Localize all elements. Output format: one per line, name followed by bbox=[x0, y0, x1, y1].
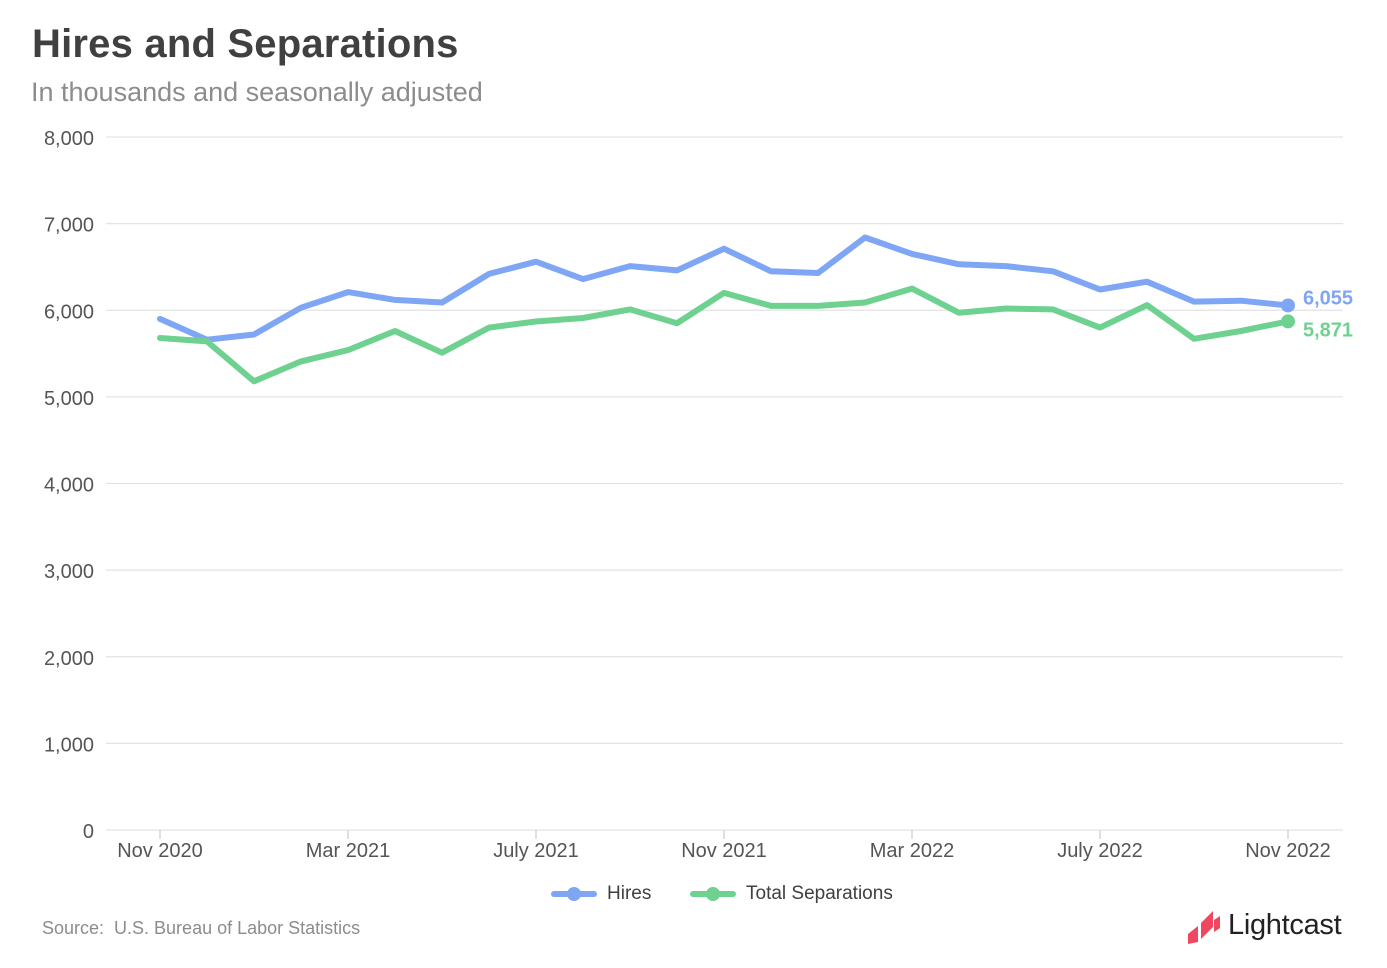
end-label-total-separations: 5,871 bbox=[1303, 319, 1353, 341]
x-tick-label: July 2022 bbox=[1057, 840, 1143, 862]
series-line-total-separations bbox=[157, 285, 1291, 385]
legend-swatch-hires bbox=[551, 880, 597, 908]
y-tick-label: 2,000 bbox=[44, 648, 94, 670]
x-tick-label: July 2021 bbox=[493, 840, 579, 862]
end-label-hires: 6,055 bbox=[1303, 287, 1353, 309]
y-tick-label: 7,000 bbox=[44, 215, 94, 237]
brand-name: Lightcast bbox=[1228, 908, 1342, 941]
y-axis: 0 1,000 2,000 3,000 4,000 5,000 6,000 7,000 8,00… bbox=[44, 128, 94, 843]
source-note: Source: U.S. Bureau of Labor Statistics bbox=[42, 918, 361, 938]
y-tick-label: 8,000 bbox=[44, 128, 94, 150]
x-tick-label: Nov 2020 bbox=[117, 840, 203, 862]
end-point-total-separations[interactable] bbox=[1281, 314, 1295, 329]
y-tick-label: 1,000 bbox=[44, 734, 94, 756]
y-tick-label: 0 bbox=[83, 821, 94, 843]
legend-label-hires: Hires bbox=[607, 883, 652, 904]
chart-subtitle: In thousands and seasonally adjusted bbox=[31, 77, 483, 107]
series-line-hires bbox=[157, 234, 1291, 343]
end-labels: 6,055 5,871 bbox=[1303, 287, 1353, 341]
lightcast-mark-icon bbox=[1188, 911, 1220, 944]
y-tick-label: 3,000 bbox=[44, 561, 94, 583]
legend-swatch-total-separations bbox=[690, 880, 736, 908]
legend-item-total-separations[interactable]: Total Separations bbox=[690, 880, 893, 908]
gridlines bbox=[106, 136, 1343, 831]
x-axis: Nov 2020 Mar 2021 July 2021 Nov 2021 Mar 202… bbox=[117, 830, 1331, 862]
chart-title: Hires and Separations bbox=[32, 22, 459, 66]
legend-label-total-separations: Total Separations bbox=[746, 883, 893, 904]
legend-item-hires[interactable]: Hires bbox=[551, 880, 651, 908]
x-tick-label: Nov 2022 bbox=[1245, 840, 1331, 862]
end-point-hires[interactable] bbox=[1281, 298, 1295, 313]
y-tick-label: 5,000 bbox=[44, 388, 94, 410]
x-tick-label: Nov 2021 bbox=[681, 840, 767, 862]
y-tick-label: 6,000 bbox=[44, 301, 94, 323]
x-tick-label: Mar 2021 bbox=[306, 840, 391, 862]
brand-logo: Lightcast bbox=[1186, 905, 1342, 945]
x-tick-label: Mar 2022 bbox=[870, 840, 955, 862]
legend: Hires Total Separations bbox=[0, 880, 1387, 908]
y-tick-label: 4,000 bbox=[44, 475, 94, 497]
series-lines bbox=[157, 234, 1295, 385]
